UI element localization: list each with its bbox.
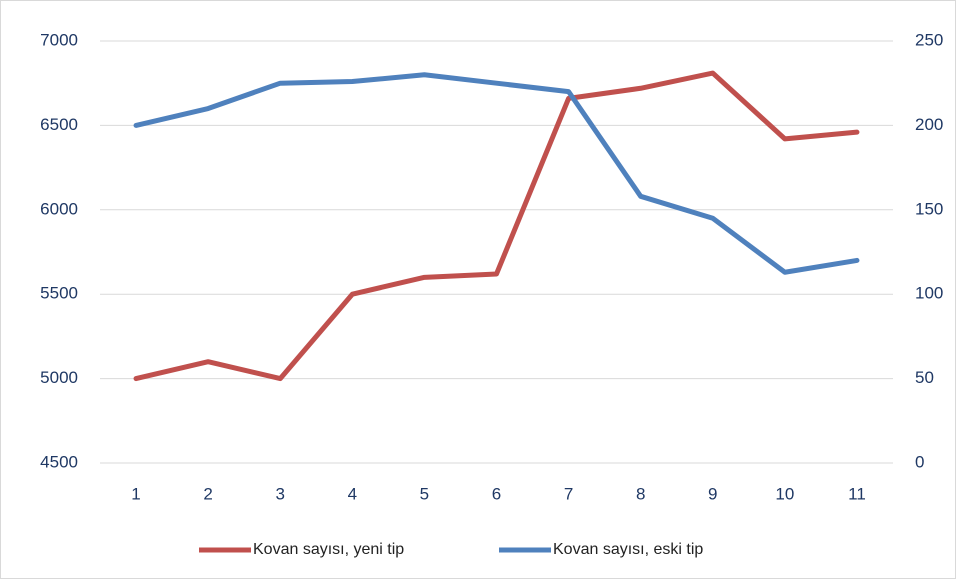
y2-tick-label: 250	[915, 30, 943, 49]
y-tick-label: 5000	[40, 368, 78, 387]
x-tick-label: 6	[492, 484, 501, 503]
y2-tick-label: 50	[915, 368, 934, 387]
legend-label: Kovan sayısı, yeni tip	[253, 541, 404, 558]
y-tick-label: 7000	[40, 30, 78, 49]
legend: Kovan sayısı, yeni tip Kovan sayısı, eski…	[199, 541, 703, 558]
y-tick-label: 6000	[40, 199, 78, 218]
x-tick-label: 7	[564, 484, 573, 503]
y2-tick-label: 200	[915, 115, 943, 134]
legend-label: Kovan sayısı, eski tip	[553, 541, 703, 558]
y2-tick-label: 0	[915, 452, 924, 471]
x-tick-label: 3	[275, 484, 284, 503]
x-tick-label: 9	[708, 484, 717, 503]
x-tick-label: 4	[348, 484, 357, 503]
line-series	[133, 70, 860, 382]
x-tick-label: 8	[636, 484, 645, 503]
y-tick-label: 4500	[40, 452, 78, 471]
x-tick-label: 5	[420, 484, 429, 503]
x-tick-label: 11	[848, 484, 866, 503]
y2-tick-label: 150	[915, 199, 943, 218]
line-series	[133, 72, 860, 275]
x-tick-label: 2	[203, 484, 212, 503]
y-tick-label: 5500	[40, 284, 78, 303]
x-tick-label: 10	[775, 484, 794, 503]
y-tick-label: 6500	[40, 115, 78, 134]
x-tick-label: 1	[131, 484, 140, 503]
y2-tick-label: 100	[915, 284, 943, 303]
